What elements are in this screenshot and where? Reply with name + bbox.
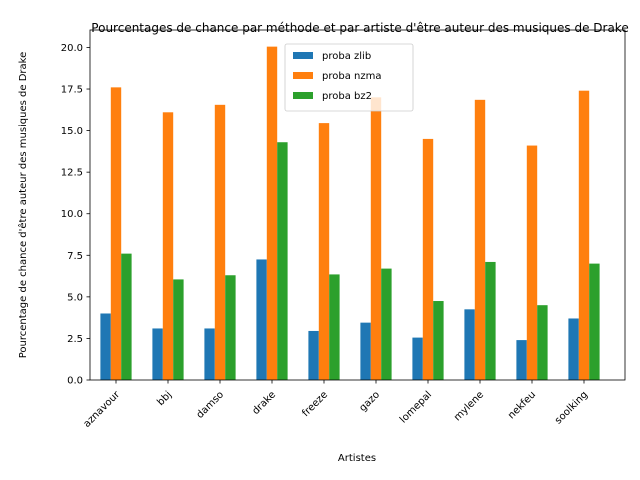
bar-proba-nzma-freeze bbox=[318, 123, 330, 381]
bar-proba-nzma-nekfeu bbox=[526, 145, 538, 380]
chart-title: Pourcentages de chance par méthode et pa… bbox=[91, 21, 628, 35]
bar-proba-bz2-damso bbox=[225, 275, 236, 380]
y-tick-label: 5.0 bbox=[67, 292, 83, 303]
bar-proba-zlib-gazo bbox=[360, 322, 371, 380]
bar-proba-zlib-bbj bbox=[152, 328, 163, 380]
legend-box bbox=[284, 43, 414, 112]
y-tick-label: 7.5 bbox=[67, 251, 83, 262]
bar-proba-bz2-drake bbox=[277, 142, 288, 380]
bar-proba-zlib-nekfeu bbox=[516, 340, 527, 380]
bar-proba-bz2-nekfeu bbox=[537, 305, 548, 380]
bar-proba-zlib-soolking bbox=[568, 318, 579, 380]
bar-proba-bz2-soolking bbox=[589, 263, 600, 380]
bar-proba-zlib-mylene bbox=[464, 309, 475, 380]
bar-proba-nzma-mylene bbox=[474, 99, 486, 380]
bar-proba-nzma-soolking bbox=[578, 90, 590, 380]
bar-proba-bz2-gazo bbox=[381, 268, 392, 380]
bar-proba-zlib-lomepal bbox=[412, 337, 423, 380]
bar-proba-bz2-bbj bbox=[173, 279, 184, 380]
y-tick-label: 15.0 bbox=[61, 126, 83, 137]
bar-proba-bz2-mylene bbox=[485, 261, 496, 380]
y-tick-label: 17.5 bbox=[61, 85, 83, 96]
bar-proba-zlib-aznavour bbox=[100, 313, 111, 380]
y-axis: 0.0 2.5 5.0 7.5 10.0 12.5 15.0 17.5 20.0 bbox=[61, 43, 90, 387]
legend-label: proba nzma bbox=[322, 71, 381, 82]
bar-proba-nzma-bbj bbox=[162, 112, 174, 381]
legend: proba zlib proba nzma proba bz2 bbox=[284, 43, 414, 112]
bar-proba-nzma-damso bbox=[214, 104, 226, 380]
bar-proba-bz2-freeze bbox=[329, 274, 340, 380]
y-tick-label: 2.5 bbox=[67, 334, 83, 345]
bar-proba-zlib-damso bbox=[204, 328, 215, 380]
plot-area bbox=[100, 46, 600, 381]
bar-proba-nzma-gazo bbox=[370, 97, 382, 380]
y-tick-label: 20.0 bbox=[61, 43, 83, 54]
axes-frame bbox=[89, 29, 626, 381]
bar-proba-zlib-drake bbox=[256, 259, 267, 380]
bar-proba-bz2-lomepal bbox=[433, 301, 444, 380]
bar-proba-nzma-drake bbox=[266, 46, 278, 380]
bar-proba-nzma-aznavour bbox=[110, 87, 122, 381]
y-tick-label: 10.0 bbox=[61, 209, 83, 220]
legend-swatch bbox=[293, 52, 313, 59]
y-tick-label: 0.0 bbox=[67, 376, 83, 387]
legend-label: proba zlib bbox=[322, 51, 371, 62]
bar-proba-nzma-lomepal bbox=[422, 138, 434, 380]
x-axis-label: Artistes bbox=[338, 453, 376, 464]
legend-swatch bbox=[293, 72, 313, 79]
bar-proba-zlib-freeze bbox=[308, 330, 319, 380]
legend-label: proba bz2 bbox=[322, 91, 372, 102]
y-axis-label: Pourcentage de chance d'être auteur des … bbox=[17, 52, 29, 359]
legend-swatch bbox=[293, 92, 313, 99]
y-tick-label: 12.5 bbox=[61, 168, 83, 179]
bar-proba-bz2-aznavour bbox=[121, 253, 132, 380]
